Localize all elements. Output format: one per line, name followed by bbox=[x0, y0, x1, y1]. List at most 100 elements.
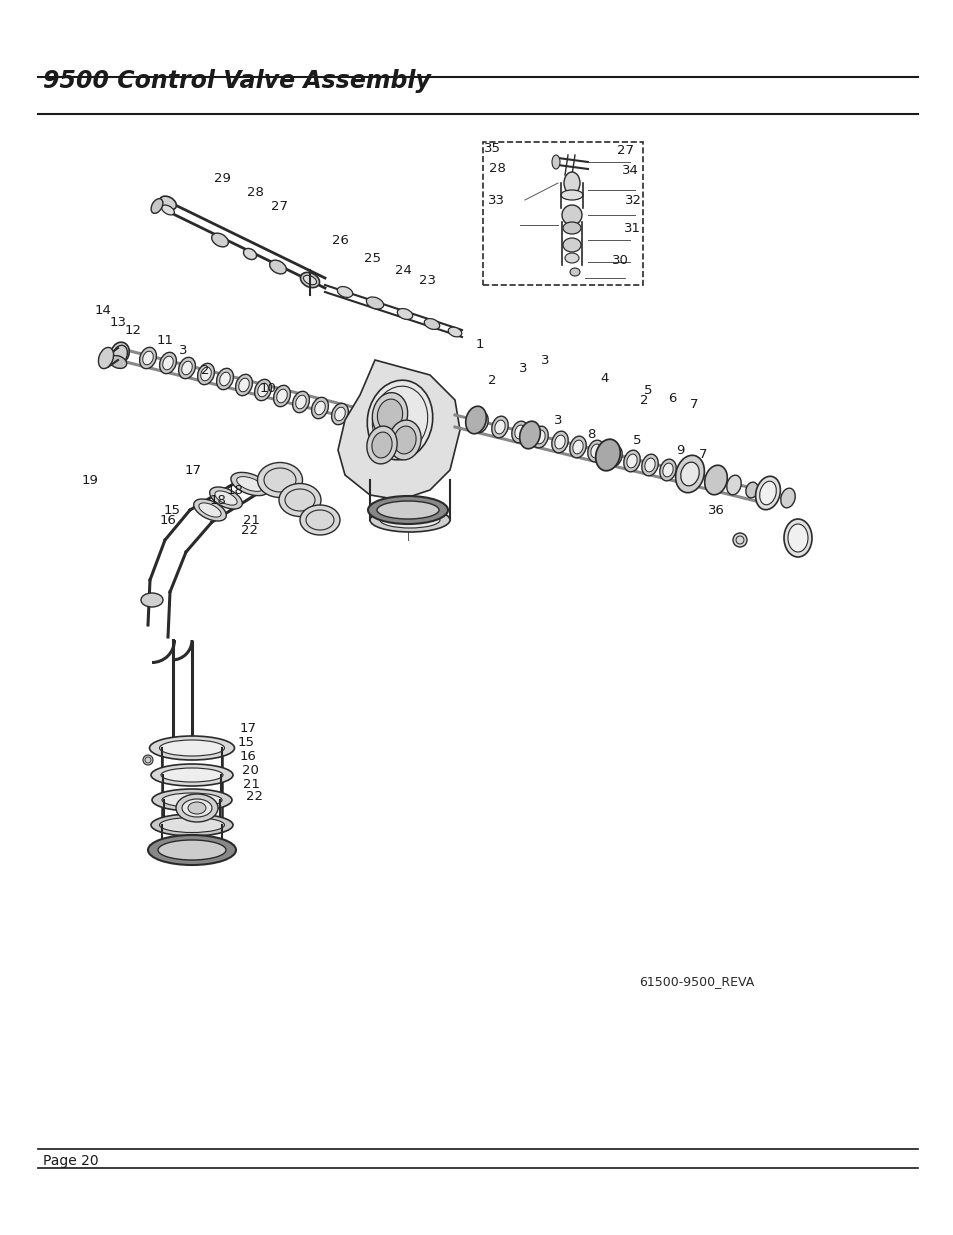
Text: 17: 17 bbox=[239, 721, 256, 735]
Ellipse shape bbox=[159, 352, 176, 374]
Ellipse shape bbox=[235, 374, 253, 395]
Text: 34: 34 bbox=[621, 163, 638, 177]
Text: 12: 12 bbox=[125, 324, 141, 336]
Text: 4: 4 bbox=[600, 372, 609, 384]
Text: 15: 15 bbox=[237, 736, 254, 748]
Ellipse shape bbox=[563, 172, 579, 194]
Text: 19: 19 bbox=[81, 473, 98, 487]
Ellipse shape bbox=[257, 383, 268, 396]
Ellipse shape bbox=[783, 519, 811, 557]
Ellipse shape bbox=[726, 475, 740, 495]
Text: 33: 33 bbox=[487, 194, 504, 206]
Text: 15: 15 bbox=[163, 504, 180, 516]
Ellipse shape bbox=[551, 431, 568, 453]
Text: 18: 18 bbox=[226, 483, 243, 496]
Ellipse shape bbox=[759, 482, 776, 505]
Ellipse shape bbox=[141, 593, 163, 606]
Ellipse shape bbox=[110, 356, 127, 368]
Ellipse shape bbox=[198, 503, 221, 517]
Ellipse shape bbox=[150, 736, 234, 760]
Text: 11: 11 bbox=[156, 333, 173, 347]
Ellipse shape bbox=[587, 440, 603, 462]
Ellipse shape bbox=[257, 462, 302, 498]
Ellipse shape bbox=[274, 385, 290, 406]
Ellipse shape bbox=[254, 379, 271, 400]
Text: 3: 3 bbox=[178, 343, 187, 357]
Ellipse shape bbox=[590, 445, 600, 458]
Ellipse shape bbox=[112, 346, 128, 364]
Ellipse shape bbox=[644, 458, 655, 472]
Ellipse shape bbox=[608, 450, 618, 463]
Ellipse shape bbox=[475, 415, 485, 429]
Ellipse shape bbox=[332, 404, 348, 425]
Ellipse shape bbox=[299, 505, 339, 535]
Ellipse shape bbox=[555, 435, 564, 448]
Ellipse shape bbox=[472, 411, 488, 432]
Ellipse shape bbox=[197, 363, 214, 384]
Ellipse shape bbox=[659, 459, 676, 480]
Ellipse shape bbox=[293, 391, 309, 412]
Text: 8: 8 bbox=[586, 429, 595, 441]
Polygon shape bbox=[337, 359, 459, 500]
Ellipse shape bbox=[148, 835, 235, 864]
Text: 1: 1 bbox=[476, 338, 484, 352]
Ellipse shape bbox=[158, 840, 226, 860]
Text: 21: 21 bbox=[243, 514, 260, 526]
Text: 3: 3 bbox=[518, 362, 527, 374]
Ellipse shape bbox=[300, 273, 319, 288]
Ellipse shape bbox=[219, 372, 230, 385]
Ellipse shape bbox=[424, 319, 439, 330]
Ellipse shape bbox=[675, 456, 703, 493]
Ellipse shape bbox=[569, 268, 579, 275]
Text: 26: 26 bbox=[332, 233, 348, 247]
Text: 6: 6 bbox=[667, 391, 676, 405]
Ellipse shape bbox=[151, 199, 163, 214]
Ellipse shape bbox=[389, 420, 420, 459]
Ellipse shape bbox=[238, 378, 249, 391]
Ellipse shape bbox=[178, 357, 195, 379]
Ellipse shape bbox=[152, 789, 232, 811]
Ellipse shape bbox=[236, 477, 263, 492]
Text: 2: 2 bbox=[639, 394, 648, 406]
Ellipse shape bbox=[143, 755, 152, 764]
Ellipse shape bbox=[214, 490, 237, 505]
Ellipse shape bbox=[367, 380, 433, 459]
Ellipse shape bbox=[560, 190, 582, 200]
Text: 23: 23 bbox=[419, 273, 436, 287]
Ellipse shape bbox=[200, 367, 211, 380]
Text: 18: 18 bbox=[210, 494, 226, 506]
Ellipse shape bbox=[303, 275, 316, 285]
Ellipse shape bbox=[495, 420, 505, 433]
Ellipse shape bbox=[531, 426, 548, 448]
Ellipse shape bbox=[552, 156, 559, 169]
Ellipse shape bbox=[193, 499, 226, 521]
Ellipse shape bbox=[216, 368, 233, 390]
Text: 28: 28 bbox=[488, 162, 505, 174]
Ellipse shape bbox=[394, 426, 416, 454]
Text: 36: 36 bbox=[707, 504, 723, 516]
Ellipse shape bbox=[572, 440, 582, 454]
Text: 25: 25 bbox=[364, 252, 381, 264]
Ellipse shape bbox=[143, 351, 153, 364]
Ellipse shape bbox=[139, 347, 156, 369]
Text: 22: 22 bbox=[241, 524, 258, 536]
Ellipse shape bbox=[732, 534, 746, 547]
Ellipse shape bbox=[181, 361, 193, 374]
Ellipse shape bbox=[377, 399, 402, 431]
Ellipse shape bbox=[276, 389, 287, 403]
Ellipse shape bbox=[212, 233, 228, 247]
Ellipse shape bbox=[515, 425, 524, 438]
Text: 20: 20 bbox=[241, 763, 258, 777]
Ellipse shape bbox=[159, 740, 224, 756]
Ellipse shape bbox=[367, 426, 396, 464]
Ellipse shape bbox=[151, 814, 233, 836]
Ellipse shape bbox=[368, 496, 448, 524]
Text: 9500 Control Valve Assembly: 9500 Control Valve Assembly bbox=[43, 69, 431, 93]
Ellipse shape bbox=[161, 205, 174, 215]
Text: 17: 17 bbox=[184, 463, 201, 477]
Ellipse shape bbox=[780, 488, 795, 508]
Text: 14: 14 bbox=[94, 304, 112, 316]
Ellipse shape bbox=[704, 466, 726, 495]
Ellipse shape bbox=[210, 487, 242, 509]
Ellipse shape bbox=[562, 238, 580, 252]
